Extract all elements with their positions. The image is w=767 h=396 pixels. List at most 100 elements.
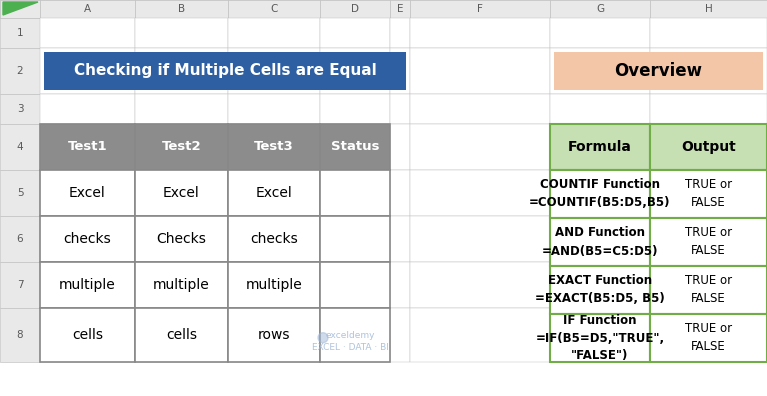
Text: Excel: Excel <box>255 186 292 200</box>
Text: Test2: Test2 <box>162 141 201 154</box>
Text: TRUE or
FALSE: TRUE or FALSE <box>685 179 732 209</box>
Text: B: B <box>178 4 185 14</box>
Text: cells: cells <box>166 328 197 342</box>
Bar <box>320 170 390 216</box>
Bar <box>0 18 40 48</box>
Text: checks: checks <box>250 232 298 246</box>
Bar <box>650 170 767 216</box>
Bar <box>135 124 228 170</box>
Bar <box>650 314 767 362</box>
Bar <box>40 0 135 18</box>
Bar <box>320 48 390 94</box>
Circle shape <box>318 333 328 343</box>
Bar <box>410 0 550 18</box>
Bar <box>390 48 410 94</box>
Bar <box>410 48 550 94</box>
Text: Output: Output <box>681 140 736 154</box>
Bar <box>410 18 550 48</box>
Text: E: E <box>397 4 403 14</box>
Bar <box>320 0 390 18</box>
Text: COUNTIF Function
=COUNTIF(B5:D5,B5): COUNTIF Function =COUNTIF(B5:D5,B5) <box>529 179 671 209</box>
Bar <box>320 216 390 262</box>
Bar <box>135 262 228 308</box>
Bar <box>135 216 228 262</box>
Bar <box>650 266 767 314</box>
Text: Test1: Test1 <box>67 141 107 154</box>
Bar <box>410 262 550 308</box>
Text: 5: 5 <box>17 188 23 198</box>
Bar <box>550 170 650 216</box>
Bar <box>40 170 135 216</box>
Bar <box>40 216 135 262</box>
Bar <box>0 308 40 362</box>
Bar <box>320 308 390 362</box>
Text: TRUE or
FALSE: TRUE or FALSE <box>685 274 732 305</box>
Bar <box>40 18 135 48</box>
Bar <box>228 48 320 94</box>
Bar <box>40 124 135 170</box>
Bar <box>320 94 390 124</box>
Bar <box>410 94 550 124</box>
Bar <box>40 308 135 362</box>
Bar <box>390 124 410 170</box>
Text: exceldemy
EXCEL · DATA · BI: exceldemy EXCEL · DATA · BI <box>311 331 388 352</box>
Bar <box>550 124 650 170</box>
Bar <box>550 0 650 18</box>
Text: 1: 1 <box>17 28 23 38</box>
Bar <box>228 170 320 216</box>
Text: Status: Status <box>331 141 379 154</box>
Bar <box>320 124 390 170</box>
Text: Excel: Excel <box>163 186 200 200</box>
Bar <box>228 308 320 362</box>
Bar <box>40 308 135 362</box>
Text: H: H <box>705 4 713 14</box>
Bar <box>410 308 550 362</box>
Bar <box>390 94 410 124</box>
Text: TRUE or
FALSE: TRUE or FALSE <box>685 227 732 257</box>
Bar <box>228 262 320 308</box>
Bar <box>40 216 135 262</box>
Text: C: C <box>270 4 278 14</box>
Bar <box>0 0 767 18</box>
Bar <box>228 18 320 48</box>
Bar <box>410 216 550 262</box>
Bar <box>320 262 390 308</box>
Text: TRUE or
FALSE: TRUE or FALSE <box>685 322 732 354</box>
Bar <box>550 124 650 170</box>
Bar <box>44 52 406 90</box>
Bar <box>390 170 410 216</box>
Text: 2: 2 <box>17 66 23 76</box>
Bar <box>0 0 40 18</box>
Bar <box>650 48 767 94</box>
Bar <box>0 262 40 308</box>
Bar <box>390 0 410 18</box>
Bar <box>410 170 550 216</box>
Bar <box>135 48 228 94</box>
Bar <box>550 170 650 218</box>
Bar <box>135 18 228 48</box>
Bar <box>135 262 228 308</box>
Bar <box>135 216 228 262</box>
Bar <box>410 124 550 170</box>
Bar <box>390 18 410 48</box>
Bar <box>320 124 390 170</box>
Bar <box>550 94 650 124</box>
Bar <box>0 216 40 262</box>
Text: multiple: multiple <box>59 278 116 292</box>
Text: Test3: Test3 <box>254 141 294 154</box>
Bar <box>40 48 135 94</box>
Bar <box>40 262 135 308</box>
Bar <box>550 48 650 94</box>
Bar <box>40 124 135 170</box>
Bar <box>390 308 410 362</box>
Text: EXACT Function
=EXACT(B5:D5, B5): EXACT Function =EXACT(B5:D5, B5) <box>535 274 665 305</box>
Bar <box>650 216 767 262</box>
Bar <box>550 314 650 362</box>
Bar <box>228 216 320 262</box>
Text: A: A <box>84 4 91 14</box>
Bar <box>135 94 228 124</box>
Text: D: D <box>351 4 359 14</box>
Bar <box>228 0 320 18</box>
Bar <box>228 216 320 262</box>
Text: cells: cells <box>72 328 103 342</box>
